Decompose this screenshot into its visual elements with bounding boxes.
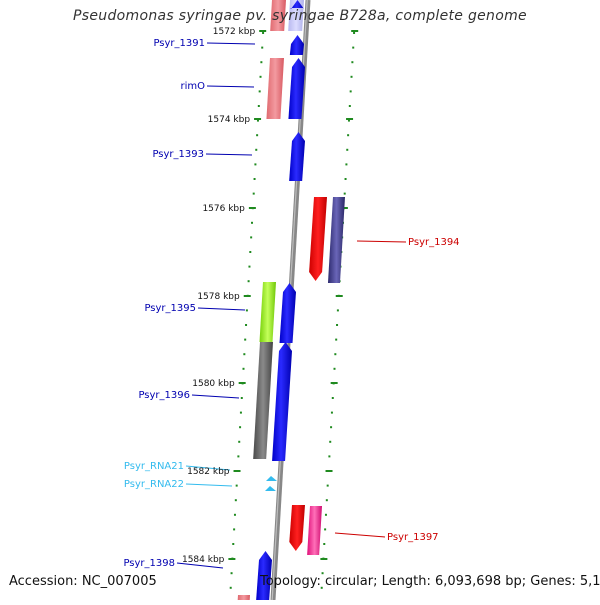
gene-block-partial[interactable] — [237, 595, 250, 600]
gene-leader-line — [206, 85, 255, 88]
gene-block-psyr-1394[interactable] — [309, 197, 327, 281]
topology-text: Topology: circular; Length: 6,093,698 bp… — [260, 574, 600, 589]
gene-leader-line — [185, 483, 233, 487]
gene-block-purple[interactable] — [327, 197, 345, 283]
gene-block-pink[interactable] — [266, 58, 284, 119]
gene-block-psyr-rna21[interactable] — [266, 476, 277, 481]
gene-block-psyr-1395-blue[interactable] — [279, 283, 297, 343]
gene-leader-line — [206, 42, 256, 45]
kbp-tick-label: 1576 kbp — [202, 204, 245, 214]
gene-label[interactable]: rimO — [180, 81, 205, 92]
gene-block-psyr-rna22[interactable] — [265, 486, 276, 491]
gene-block-psyr-1397[interactable] — [289, 505, 305, 551]
gene-leader-line — [185, 465, 231, 471]
gene-label[interactable]: Psyr_1395 — [144, 303, 196, 314]
kbp-tick-label: 1574 kbp — [208, 115, 251, 125]
kbp-tick-label: 1584 kbp — [182, 555, 225, 565]
gene-leader-line — [191, 394, 240, 399]
gene-block-partial[interactable] — [290, 0, 304, 9]
gene-leader-line — [205, 153, 253, 156]
gene-leader-line — [176, 562, 224, 569]
gene-label[interactable]: Psyr_1391 — [153, 38, 205, 49]
gene-label[interactable]: Psyr_1397 — [387, 532, 439, 543]
accession-text: Accession: NC_007005 — [9, 574, 157, 589]
gene-leader-line — [334, 532, 386, 538]
gene-block-psyr-1395[interactable] — [259, 282, 277, 342]
gene-block-psyr-1391[interactable] — [289, 35, 304, 55]
gene-label[interactable]: Psyr_1394 — [408, 237, 460, 248]
gene-leader-line — [197, 307, 246, 311]
gene-label[interactable]: Psyr_1393 — [152, 149, 204, 160]
gene-block-psyr-1393[interactable] — [289, 132, 305, 181]
kbp-tick-label: 1572 kbp — [213, 27, 256, 37]
gene-block-rimo[interactable] — [288, 58, 305, 119]
gene-label[interactable]: Psyr_1398 — [123, 558, 175, 569]
gene-block-partial[interactable] — [270, 0, 286, 31]
map-title: Pseudomonas syringae pv. syringae B728a,… — [73, 8, 527, 24]
gene-block-magenta[interactable] — [307, 506, 322, 555]
gene-label[interactable]: Psyr_RNA21 — [124, 461, 184, 472]
gene-label[interactable]: Psyr_RNA22 — [124, 479, 184, 490]
gene-label[interactable]: Psyr_1396 — [138, 390, 190, 401]
kbp-tick-label: 1580 kbp — [192, 379, 235, 389]
gene-block-psyr-1396-blue[interactable] — [272, 342, 292, 461]
gene-leader-line — [356, 240, 407, 243]
gene-block-psyr-1396[interactable] — [253, 342, 273, 459]
kbp-tick-label: 1578 kbp — [197, 292, 240, 302]
gene-block-psyr-1398[interactable] — [256, 551, 272, 600]
kbp-tick-label: 1582 kbp — [187, 467, 230, 477]
